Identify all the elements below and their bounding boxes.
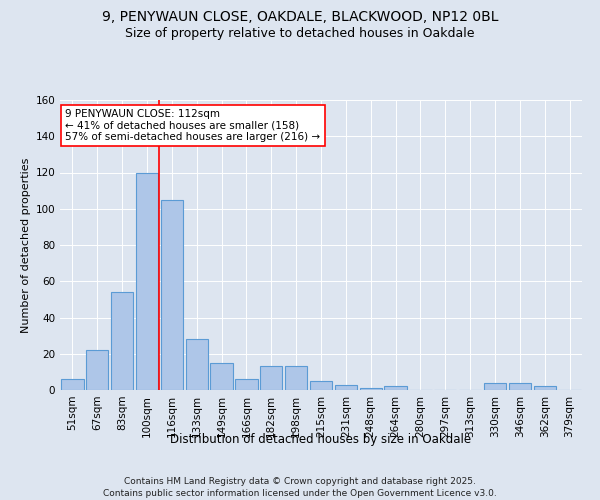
Bar <box>61 379 83 390</box>
Text: Distribution of detached houses by size in Oakdale: Distribution of detached houses by size … <box>170 432 472 446</box>
Bar <box>359 388 382 390</box>
Text: Contains HM Land Registry data © Crown copyright and database right 2025.
Contai: Contains HM Land Registry data © Crown c… <box>103 476 497 498</box>
Bar <box>161 200 183 390</box>
Y-axis label: Number of detached properties: Number of detached properties <box>21 158 31 332</box>
Bar <box>111 292 133 390</box>
Bar <box>136 172 158 390</box>
Bar <box>335 384 357 390</box>
Bar <box>310 381 332 390</box>
Bar <box>533 386 556 390</box>
Bar <box>260 366 283 390</box>
Bar <box>484 383 506 390</box>
Text: 9, PENYWAUN CLOSE, OAKDALE, BLACKWOOD, NP12 0BL: 9, PENYWAUN CLOSE, OAKDALE, BLACKWOOD, N… <box>102 10 498 24</box>
Bar <box>385 386 407 390</box>
Bar <box>285 366 307 390</box>
Text: Size of property relative to detached houses in Oakdale: Size of property relative to detached ho… <box>125 28 475 40</box>
Text: 9 PENYWAUN CLOSE: 112sqm
← 41% of detached houses are smaller (158)
57% of semi-: 9 PENYWAUN CLOSE: 112sqm ← 41% of detach… <box>65 108 320 142</box>
Bar <box>86 350 109 390</box>
Bar <box>211 363 233 390</box>
Bar <box>185 339 208 390</box>
Bar <box>235 379 257 390</box>
Bar <box>509 383 531 390</box>
